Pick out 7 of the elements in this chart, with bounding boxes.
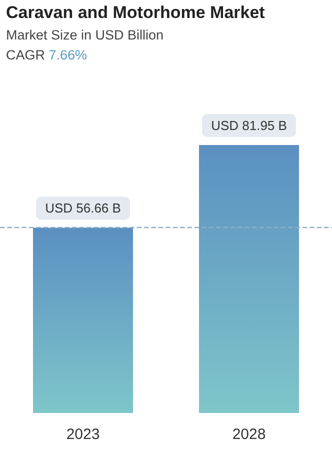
data-label: USD 56.66 B [45, 200, 121, 216]
chart-title: Caravan and Motorhome Market [6, 3, 266, 22]
chart-subtitle: Market Size in USD Billion [6, 28, 164, 42]
x-tick-label: 2028 [232, 426, 266, 443]
text: CAGR 7.66% [6, 48, 88, 62]
data-label: USD 81.95 B [211, 118, 287, 133]
x-tick-label: 2023 [66, 426, 100, 443]
